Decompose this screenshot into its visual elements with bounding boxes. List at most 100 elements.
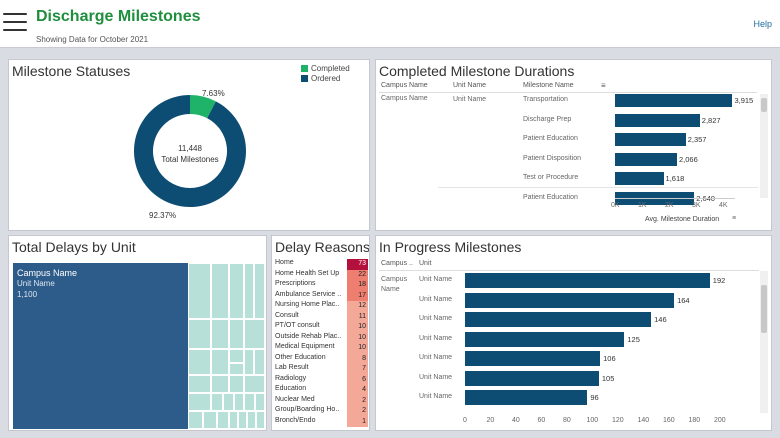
treemap-tile[interactable] — [234, 393, 244, 411]
treemap-tile[interactable] — [229, 411, 238, 429]
treemap-tile[interactable] — [211, 319, 229, 349]
col-header-milestone[interactable]: Milestone Name — [523, 82, 574, 89]
treemap-tile[interactable] — [244, 319, 265, 349]
duration-bar[interactable] — [615, 113, 700, 127]
in-progress-unit-label: Unit Name — [419, 354, 453, 361]
delay-reason-row[interactable]: Home Health Set Up 22 — [275, 269, 368, 280]
treemap-tile[interactable] — [229, 349, 244, 363]
in-progress-axis-tick: 140 — [637, 417, 650, 424]
treemap-tile[interactable] — [188, 375, 211, 393]
treemap-tile[interactable] — [188, 393, 211, 411]
duration-bar[interactable] — [615, 133, 686, 146]
in-progress-bar[interactable] — [465, 292, 675, 308]
duration-bar[interactable] — [615, 172, 664, 185]
donut-chart[interactable] — [9, 60, 370, 231]
duration-bar[interactable] — [615, 94, 733, 107]
delay-reason-row[interactable]: Medical Equipment 10 — [275, 343, 368, 354]
delay-reason-row[interactable]: Lab Result 7 — [275, 364, 368, 375]
delay-reason-row[interactable]: Ambulance Service .. 17 — [275, 290, 368, 301]
treemap-tile[interactable] — [229, 375, 244, 393]
treemap-tile[interactable] — [188, 263, 211, 319]
in-progress-scroll-thumb[interactable] — [761, 285, 767, 333]
completed-pct-label: 7.63% — [202, 89, 225, 98]
delay-reason-row[interactable]: Nursing Home Plac.. 12 — [275, 301, 368, 312]
in-progress-unit-label: Unit Name — [419, 334, 453, 342]
durations-scroll-thumb[interactable] — [761, 98, 767, 112]
treemap-tile[interactable] — [255, 393, 265, 411]
duration-milestone-label: Patient Disposition — [523, 154, 581, 162]
delay-reason-value: 10 — [347, 322, 368, 333]
delay-reason-row[interactable]: Group/Boarding Ho.. 2 — [275, 406, 368, 417]
help-link[interactable]: Help — [753, 19, 772, 29]
treemap-tile[interactable] — [217, 411, 229, 429]
treemap-tile[interactable] — [229, 319, 244, 349]
legend-completed[interactable]: Completed — [301, 64, 350, 73]
delay-reason-row[interactable]: Nuclear Med 2 — [275, 395, 368, 406]
sort-icon[interactable]: ≡ — [601, 81, 606, 90]
ip-col-header-campus[interactable]: Campus .. — [381, 260, 413, 267]
delay-reason-row[interactable]: Education 4 — [275, 385, 368, 396]
treemap-tile[interactable] — [223, 393, 234, 411]
treemap-tile[interactable] — [211, 393, 223, 411]
delay-reason-row[interactable]: Other Education 8 — [275, 353, 368, 364]
treemap-tile[interactable] — [188, 319, 211, 349]
in-progress-unit-label: Unit Name — [419, 393, 453, 400]
treemap-tile[interactable] — [211, 263, 229, 319]
donut-slice-completed[interactable] — [190, 95, 216, 119]
delay-reason-label: Bronch/Endo — [275, 416, 316, 424]
duration-axis-tick: 0K — [611, 202, 620, 209]
delay-reason-value: 73 — [347, 259, 368, 270]
durations-scrollbar[interactable] — [760, 94, 768, 198]
treemap-tile[interactable] — [203, 411, 217, 429]
in-progress-panel: In Progress Milestones Campus .. Unit Ca… — [375, 235, 772, 431]
treemap-value-label: 1,100 — [17, 290, 38, 299]
delay-reason-row[interactable]: Outside Rehab Plac.. 10 — [275, 332, 368, 343]
treemap-tile[interactable] — [244, 375, 265, 393]
treemap-tile[interactable] — [188, 349, 211, 375]
axis-sort-icon[interactable]: ≡ — [732, 215, 737, 222]
in-progress-scrollbar[interactable] — [760, 271, 768, 413]
duration-milestone-label: Test or Procedure — [523, 174, 579, 181]
duration-bar[interactable] — [615, 152, 677, 166]
in-progress-axis-tick: 200 — [714, 417, 726, 424]
treemap-tile[interactable] — [256, 411, 265, 429]
delay-reason-row[interactable]: Radiology 6 — [275, 374, 368, 385]
in-progress-bar[interactable] — [465, 331, 625, 347]
delay-reason-value: 22 — [347, 269, 368, 280]
treemap-tile[interactable] — [211, 375, 229, 393]
in-progress-bar[interactable] — [465, 312, 652, 327]
col-header-campus[interactable]: Campus Name — [381, 82, 428, 89]
ip-col-header-unit[interactable]: Unit — [419, 260, 432, 267]
in-progress-bar[interactable] — [465, 273, 710, 288]
page-title: Discharge Milestones — [36, 8, 201, 25]
treemap-tile[interactable] — [244, 393, 255, 411]
in-progress-bar[interactable] — [465, 351, 601, 366]
treemap-main-tile[interactable]: Campus Name Unit Name 1,100 — [13, 263, 188, 429]
durations-axis-title[interactable]: Avg. Milestone Duration — [645, 216, 720, 223]
delay-reason-value: 4 — [347, 385, 368, 396]
legend-completed-label: Completed — [311, 64, 350, 73]
delay-reason-row[interactable]: PT/OT consult 10 — [275, 322, 368, 333]
delay-reason-row[interactable]: Bronch/Endo 1 — [275, 416, 368, 427]
in-progress-bar[interactable] — [465, 390, 588, 405]
delay-reason-row[interactable]: Consult 11 — [275, 311, 368, 322]
treemap-tile[interactable] — [254, 349, 265, 375]
treemap-tile[interactable] — [229, 263, 244, 319]
treemap-tile[interactable] — [188, 411, 203, 429]
treemap-tile[interactable] — [238, 411, 247, 429]
treemap-campus-label: Campus Name — [17, 268, 78, 278]
donut-slice-ordered[interactable] — [134, 95, 247, 207]
delay-reason-row[interactable]: Home 73 — [275, 259, 368, 270]
in-progress-bar[interactable] — [465, 370, 599, 386]
treemap-tile[interactable] — [229, 363, 244, 375]
treemap-tile[interactable] — [244, 263, 254, 319]
legend-ordered[interactable]: Ordered — [301, 74, 340, 83]
delay-reason-row[interactable]: Prescriptions 18 — [275, 280, 368, 291]
treemap-tile[interactable] — [244, 349, 254, 375]
col-header-unit[interactable]: Unit Name — [453, 82, 487, 89]
treemap-tile[interactable] — [211, 349, 229, 375]
legend-ordered-swatch — [301, 75, 308, 82]
treemap-tile[interactable] — [247, 411, 256, 429]
treemap-tile[interactable] — [254, 263, 265, 319]
menu-icon[interactable] — [3, 13, 27, 33]
